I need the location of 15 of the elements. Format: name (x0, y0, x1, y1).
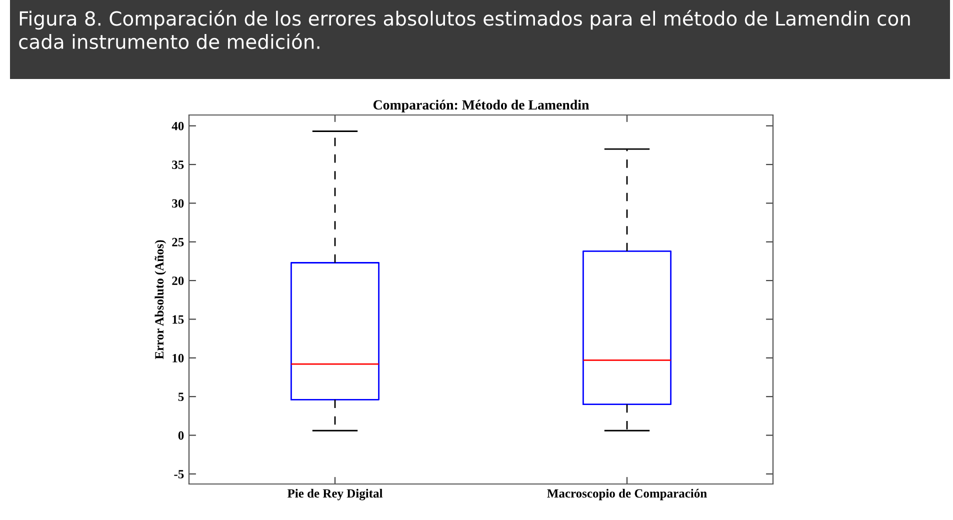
y-tick-label: 10 (172, 354, 184, 362)
y-tick-label: 30 (172, 199, 184, 208)
x-tick-label: Pie de Rey Digital (287, 488, 383, 500)
y-tick-label: 5 (178, 392, 184, 402)
x-tick-label: Macroscopio de Comparación (547, 488, 707, 500)
text: Figura 8. Comparación de los errores absolutos estimados para el método de Lamendin con cada instrumento de medición. (19, 10, 910, 50)
y-tick-label: 20 (172, 276, 184, 286)
y-tick-label: 35 (172, 160, 184, 169)
y-tick-label: 25 (172, 238, 184, 246)
y-axis-title: Error Absoluto (Años) (154, 240, 166, 360)
y-tick-label: 15 (172, 315, 184, 324)
chart-title: Comparación: Método de Lamendin (373, 100, 590, 112)
y-tick-label: 0 (178, 431, 184, 440)
y-tick-label: -5 (174, 470, 184, 478)
y-tick-label: 40 (172, 122, 184, 130)
